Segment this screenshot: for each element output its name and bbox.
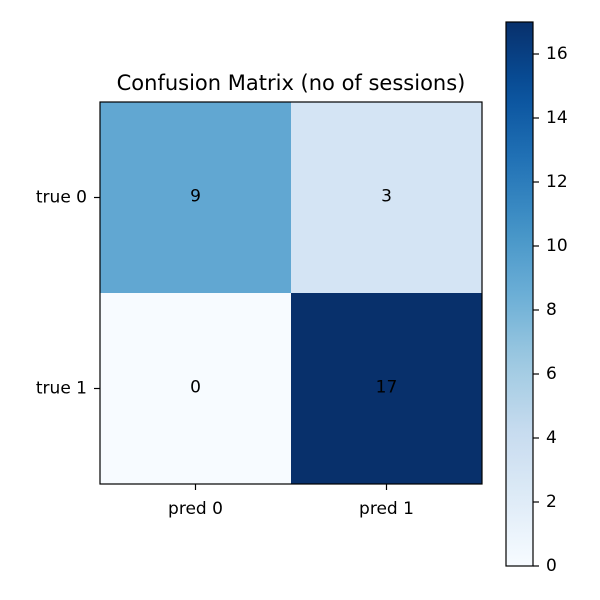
- colorbar-tick-label: 4: [546, 428, 557, 448]
- plot-frame: [99, 101, 483, 485]
- x-tick-label: pred 1: [359, 499, 414, 519]
- chart-title: Confusion Matrix (no of sessions): [117, 71, 466, 95]
- colorbar-tick-label: 12: [546, 172, 568, 192]
- colorbar-tick-label: 16: [546, 44, 568, 64]
- y-axis: true 0 true 1: [36, 188, 100, 399]
- cell-value-r0-c0: 9: [190, 187, 201, 207]
- cell-value-r0-c1: 3: [381, 187, 392, 207]
- heatmap-cell-r0-c1: [291, 102, 483, 294]
- heatmap-cells: [100, 102, 483, 485]
- colorbar-tick-label: 10: [546, 236, 568, 256]
- colorbar-gradient: [505, 21, 534, 567]
- colorbar-tick-label: 14: [546, 108, 568, 128]
- heatmap-cell-r1-c0: [100, 293, 292, 485]
- colorbar-tick-label: 2: [546, 492, 557, 512]
- cell-value-r1-c1: 17: [376, 378, 398, 398]
- x-axis: pred 0 pred 1: [168, 484, 414, 519]
- y-tick-label: true 1: [36, 379, 87, 399]
- heatmap-cell-r1-c1: [291, 293, 483, 485]
- y-tick-label: true 0: [36, 188, 87, 208]
- heatmap-cell-r0-c0: [100, 102, 292, 294]
- cell-value-r1-c0: 0: [190, 378, 201, 398]
- colorbar-tick-label: 8: [546, 300, 557, 320]
- colorbar: 0 2 4 6 8 10 12 14 16: [505, 21, 568, 576]
- colorbar-tick-label: 6: [546, 364, 557, 384]
- heatmap-cell-labels: 9 3 0 17: [190, 187, 397, 398]
- x-tick-label: pred 0: [168, 499, 223, 519]
- colorbar-tick-label: 0: [546, 556, 557, 576]
